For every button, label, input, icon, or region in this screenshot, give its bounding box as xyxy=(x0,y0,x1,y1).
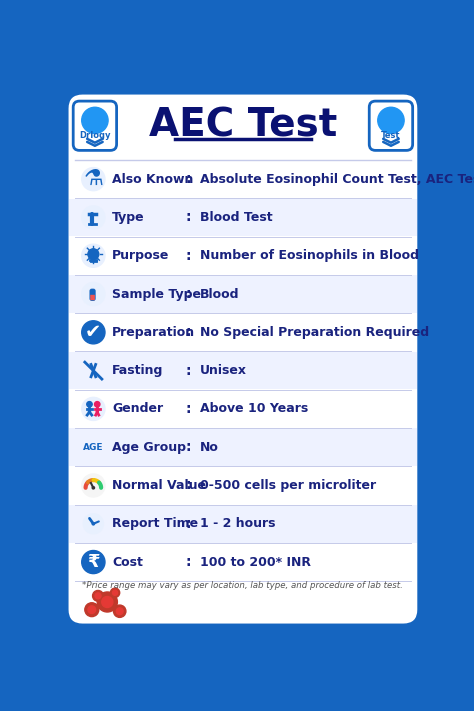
FancyBboxPatch shape xyxy=(69,161,417,198)
Circle shape xyxy=(82,397,105,420)
Circle shape xyxy=(92,486,94,489)
Text: :: : xyxy=(186,440,191,454)
Text: :: : xyxy=(186,517,191,531)
Text: No Special Preparation Required: No Special Preparation Required xyxy=(200,326,428,339)
Text: Fasting: Fasting xyxy=(112,364,164,377)
Circle shape xyxy=(82,206,105,229)
FancyBboxPatch shape xyxy=(69,275,417,313)
Text: :: : xyxy=(186,249,191,263)
Text: ₹: ₹ xyxy=(87,553,100,571)
Text: No: No xyxy=(200,441,219,454)
Circle shape xyxy=(92,590,103,602)
Circle shape xyxy=(82,244,105,267)
Text: 0-500 cells per microliter: 0-500 cells per microliter xyxy=(200,479,376,492)
Circle shape xyxy=(92,523,94,525)
Circle shape xyxy=(97,592,118,612)
Circle shape xyxy=(82,550,105,574)
FancyBboxPatch shape xyxy=(69,543,417,581)
Circle shape xyxy=(113,605,126,617)
Text: Report Time: Report Time xyxy=(112,518,198,530)
Text: Normal Value: Normal Value xyxy=(112,479,206,492)
Text: Number of Eosinophils in Blood: Number of Eosinophils in Blood xyxy=(200,250,419,262)
Text: :: : xyxy=(186,172,191,186)
Text: Blood: Blood xyxy=(200,287,239,301)
FancyBboxPatch shape xyxy=(69,352,417,390)
FancyBboxPatch shape xyxy=(69,505,417,542)
Circle shape xyxy=(82,321,105,344)
Text: :: : xyxy=(186,402,191,416)
FancyBboxPatch shape xyxy=(69,237,417,274)
Text: Type: Type xyxy=(112,211,145,224)
FancyBboxPatch shape xyxy=(69,198,417,236)
Circle shape xyxy=(87,402,92,407)
FancyBboxPatch shape xyxy=(69,390,417,427)
Text: 100 to 200* INR: 100 to 200* INR xyxy=(200,555,310,569)
Circle shape xyxy=(85,603,99,616)
FancyBboxPatch shape xyxy=(69,314,417,351)
FancyBboxPatch shape xyxy=(69,95,417,624)
Text: Absolute Eosinophil Count Test, AEC Test: Absolute Eosinophil Count Test, AEC Test xyxy=(200,173,474,186)
Circle shape xyxy=(88,249,99,260)
Text: Drlogy: Drlogy xyxy=(79,132,110,140)
Circle shape xyxy=(82,107,108,134)
Circle shape xyxy=(112,590,118,595)
Text: Gender: Gender xyxy=(112,402,163,415)
Text: Test: Test xyxy=(381,132,401,140)
Circle shape xyxy=(83,514,103,534)
Text: Sample Type: Sample Type xyxy=(112,287,201,301)
Circle shape xyxy=(88,606,96,614)
Text: Cost: Cost xyxy=(112,555,143,569)
Circle shape xyxy=(82,474,105,497)
Text: :: : xyxy=(186,363,191,378)
Text: :: : xyxy=(186,326,191,339)
Text: :: : xyxy=(186,479,191,493)
FancyBboxPatch shape xyxy=(69,429,417,466)
Text: Preparation: Preparation xyxy=(112,326,195,339)
Text: ✔: ✔ xyxy=(85,323,101,342)
Text: Purpose: Purpose xyxy=(112,250,169,262)
Text: Unisex: Unisex xyxy=(200,364,246,377)
Text: Blood Test: Blood Test xyxy=(200,211,272,224)
FancyBboxPatch shape xyxy=(73,101,117,151)
Circle shape xyxy=(94,402,100,407)
Text: ⚗: ⚗ xyxy=(83,169,103,189)
Text: :: : xyxy=(186,287,191,301)
Text: AGE: AGE xyxy=(83,443,104,451)
Circle shape xyxy=(95,593,101,599)
FancyBboxPatch shape xyxy=(369,101,413,151)
Circle shape xyxy=(378,107,404,134)
Text: :: : xyxy=(186,555,191,569)
Text: Above 10 Years: Above 10 Years xyxy=(200,402,308,415)
Circle shape xyxy=(116,608,123,614)
Text: *Price range may vary as per location, lab type, and procedure of lab test.: *Price range may vary as per location, l… xyxy=(82,581,403,589)
FancyBboxPatch shape xyxy=(90,289,96,301)
Circle shape xyxy=(82,282,105,306)
Circle shape xyxy=(110,588,120,597)
Text: Age Group: Age Group xyxy=(112,441,186,454)
Text: Also Known: Also Known xyxy=(112,173,193,186)
Text: 1 - 2 hours: 1 - 2 hours xyxy=(200,518,275,530)
FancyBboxPatch shape xyxy=(90,295,95,300)
Circle shape xyxy=(102,597,113,607)
Text: :: : xyxy=(186,210,191,225)
Circle shape xyxy=(82,168,105,191)
Text: AEC Test: AEC Test xyxy=(149,107,337,145)
FancyBboxPatch shape xyxy=(69,466,417,504)
